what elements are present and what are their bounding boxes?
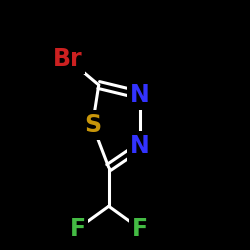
Text: F: F: [132, 217, 148, 241]
Text: N: N: [130, 134, 150, 158]
Text: Br: Br: [53, 47, 82, 71]
Text: N: N: [130, 83, 150, 107]
Text: F: F: [70, 217, 86, 241]
Text: S: S: [84, 113, 101, 137]
